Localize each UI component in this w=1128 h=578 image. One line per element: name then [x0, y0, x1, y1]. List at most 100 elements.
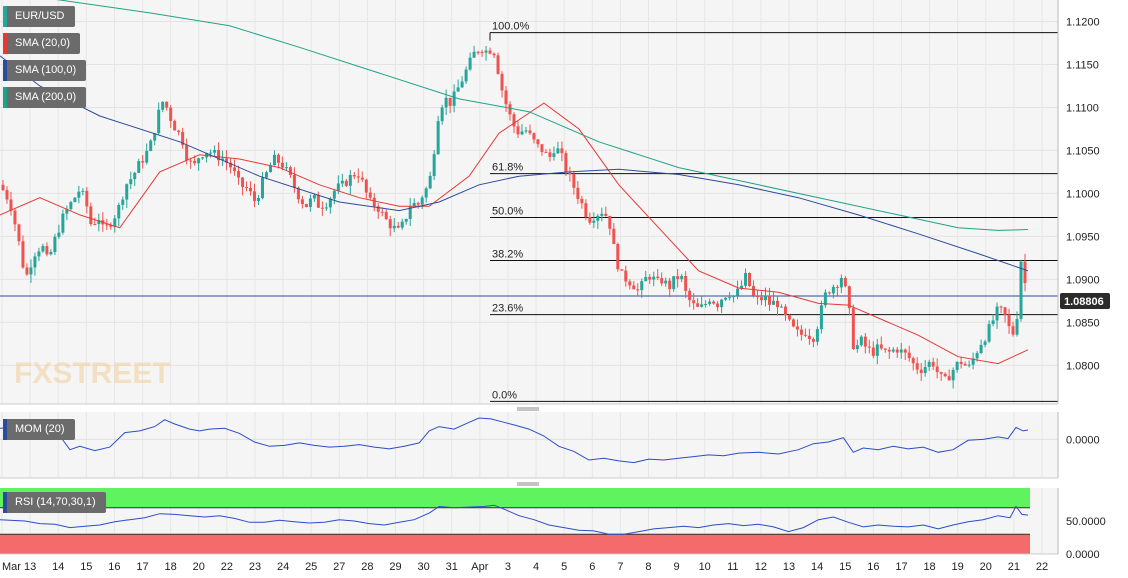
legend-sma200-label: SMA (200,0) — [15, 91, 77, 103]
candle-body — [987, 324, 991, 342]
y-tick-label: 0.0000 — [1066, 549, 1100, 561]
candle-body — [1011, 326, 1015, 335]
candle-body — [328, 198, 332, 208]
candle-body — [504, 90, 508, 105]
candle-body — [576, 187, 580, 199]
candle-body — [488, 50, 492, 54]
candle-body — [288, 167, 292, 175]
candle-body — [871, 347, 875, 356]
candle-body — [696, 303, 700, 307]
candle-body — [332, 190, 336, 199]
candle-body — [468, 57, 472, 70]
candle-body — [648, 276, 652, 280]
x-tick-label: 24 — [277, 561, 289, 573]
candle-body — [280, 162, 284, 168]
candle-body — [249, 188, 253, 192]
x-tick-label: 15 — [80, 561, 92, 573]
legend-mom[interactable]: MOM (20) — [3, 419, 75, 440]
candle-body — [891, 349, 895, 352]
sma-line — [56, 0, 1029, 231]
x-tick-label: 11 — [727, 561, 738, 573]
candle-body — [117, 204, 121, 219]
y-tick-label: 1.1150 — [1066, 59, 1099, 71]
candle-body — [859, 336, 863, 346]
candle-body — [97, 220, 101, 225]
candle-body — [229, 162, 233, 168]
candle-body — [999, 306, 1003, 308]
candle-body — [612, 228, 616, 245]
x-tick-label: 15 — [839, 561, 851, 573]
candle-body — [45, 246, 49, 255]
legend-sma100[interactable]: SMA (100,0) — [3, 60, 87, 81]
candle-body — [500, 73, 504, 91]
last-price-tag: 1.08806 — [1060, 293, 1110, 309]
candle-body — [33, 256, 37, 268]
candle-body — [169, 107, 173, 121]
candle-body — [241, 177, 245, 188]
candle-body — [344, 180, 348, 186]
candle-body — [907, 352, 911, 359]
candle-body — [484, 50, 488, 53]
candle-body — [384, 211, 388, 220]
candle-body — [137, 161, 141, 173]
candle-body — [959, 361, 963, 364]
candle-body — [21, 241, 25, 268]
candle-body — [748, 272, 752, 286]
candle-body — [608, 215, 612, 229]
candle-body — [25, 267, 29, 275]
candle-body — [564, 153, 568, 173]
candle-body — [552, 153, 556, 157]
candle-body — [420, 197, 424, 205]
candle-body — [799, 329, 803, 335]
candle-body — [304, 204, 308, 207]
legend-rsi[interactable]: RSI (14,70,30,1) — [3, 492, 106, 513]
candle-body — [716, 303, 720, 308]
candle-body — [157, 109, 161, 134]
candle-body — [165, 101, 169, 108]
candle-body — [125, 184, 129, 200]
legend-symbol[interactable]: EUR/USD — [3, 6, 75, 27]
candle-body — [600, 213, 604, 216]
candle-body — [684, 275, 688, 291]
candle-body — [724, 297, 728, 300]
candle-body — [947, 376, 951, 381]
candle-body — [245, 187, 249, 189]
x-tick-label: 5 — [561, 561, 567, 573]
candle-body — [787, 315, 791, 320]
x-tick-label: 13 — [783, 561, 795, 573]
fib-label: 61.8% — [492, 162, 523, 174]
candle-body — [979, 344, 983, 354]
candle-body — [668, 280, 672, 290]
candle-body — [827, 292, 831, 294]
pane-resize-handle[interactable] — [517, 482, 539, 486]
candle-body — [704, 304, 708, 306]
legend-sma20[interactable]: SMA (20,0) — [3, 33, 81, 54]
candle-body — [276, 154, 280, 163]
candle-body — [149, 140, 153, 151]
rsi-oversold-zone — [0, 534, 1030, 554]
candle-body — [145, 150, 149, 163]
candle-body — [348, 174, 352, 186]
legend-sma200[interactable]: SMA (200,0) — [3, 87, 87, 108]
pane-resize-handle[interactable] — [517, 407, 539, 411]
candle-body — [835, 286, 839, 288]
candle-body — [971, 358, 975, 365]
candle-body — [173, 120, 177, 131]
x-tick-label: 13 — [24, 561, 36, 573]
candle-body — [624, 270, 628, 282]
candle-body — [744, 272, 748, 286]
candle-body — [943, 373, 947, 377]
candle-body — [708, 301, 712, 305]
y-tick-label: 1.0850 — [1066, 317, 1100, 329]
candle-body — [181, 131, 185, 146]
legend-swatch — [3, 60, 7, 81]
candle-body — [388, 219, 392, 229]
fib-label: 100.0% — [492, 21, 530, 33]
candle-body — [129, 179, 133, 185]
mom-pane-bg — [0, 412, 1058, 478]
candle-body — [548, 152, 552, 157]
candle-body — [340, 180, 344, 184]
fib-label: 38.2% — [492, 248, 523, 260]
x-tick-label: 4 — [533, 561, 539, 573]
